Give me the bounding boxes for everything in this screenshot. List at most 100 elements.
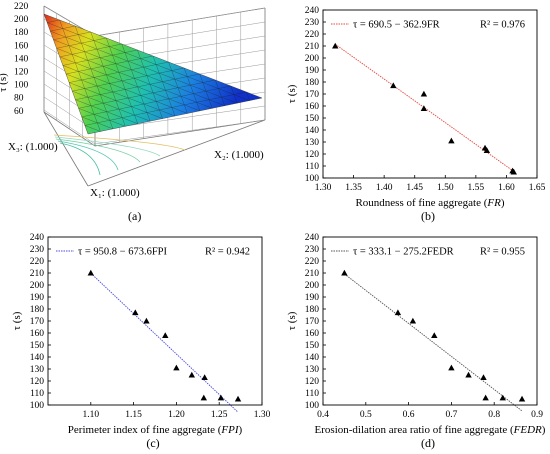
x-tick-label: 0.7: [445, 410, 457, 420]
panel-b-scatter: 100 110 120 130 140 150 160 170 180 190 200 210 220 2…: [275, 0, 550, 227]
data-point: [162, 332, 169, 338]
surface-mesh: [47, 19, 250, 132]
data-point: [234, 395, 242, 402]
y-tick-label: 230: [305, 245, 320, 255]
surface-ylabel: τ (s): [0, 73, 9, 92]
y-tick-label: 130: [305, 138, 320, 148]
x-tick-label: 0.4: [317, 410, 329, 420]
data-point: [420, 90, 428, 97]
surface-z-ticks: 220 200 180 160 140 120 100 80 60: [14, 2, 29, 117]
x-tick-label: 1.55: [468, 183, 485, 193]
y-tick-label: 160: [30, 329, 45, 339]
plot-frame: [47, 236, 263, 406]
y-axis-label: τ (s): [11, 311, 23, 330]
y-tick-label: 170: [30, 317, 45, 327]
z-tick-label: 100: [14, 81, 29, 91]
x-tick-label: 0.5: [360, 410, 372, 420]
y-tick-label: 230: [305, 18, 320, 28]
panel-b-chart-svg: 100 110 120 130 140 150 160 170 180 190 200 210 220 2…: [286, 6, 546, 223]
panel-d-scatter: 100 110 120 130 140 150 160 170 180 190 200 210 220 2…: [275, 227, 550, 454]
x-tick-label: 1.10: [82, 410, 99, 420]
y-tick-label: 180: [305, 78, 320, 88]
panel-caption: (b): [421, 209, 435, 223]
y-tick-label: 110: [305, 162, 319, 172]
data-point: [332, 42, 339, 49]
plot-frame: [322, 236, 538, 406]
y-tick-label: 210: [305, 269, 320, 279]
y-tick-label: 130: [305, 365, 320, 375]
y-axis-label: τ (s): [286, 311, 298, 330]
data-point: [499, 394, 506, 401]
y-tick-label: 130: [30, 365, 45, 375]
x-tick-label: 1.35: [345, 183, 362, 193]
legend-r2: R² = 0.976: [480, 20, 525, 31]
z-tick-label: 180: [14, 28, 29, 38]
z-tick-label: 220: [14, 2, 29, 12]
y-tick-label: 160: [305, 102, 320, 112]
x-tick-label: 1.30: [254, 410, 271, 420]
z-tick-label: 120: [14, 68, 29, 78]
y-tick-label: 220: [30, 257, 45, 267]
surface-plot-svg: 220 200 180 160 140 120 100 80 60 τ (s) X₃: (1.0…: [0, 2, 266, 223]
y-tick-label: 240: [30, 233, 45, 243]
y-tick-label: 150: [305, 341, 320, 351]
x-tick-label: 1.60: [498, 183, 515, 193]
y-tick-label: 170: [305, 317, 320, 327]
data-point: [482, 394, 489, 401]
y-tick-label: 190: [305, 293, 320, 303]
data-point: [431, 332, 438, 338]
z-tick-label: 80: [14, 94, 24, 104]
panel-a-surface-plot: 220 200 180 160 140 120 100 80 60 τ (s) X₃: (1.0…: [0, 0, 275, 227]
legend-r2: R² = 0.942: [205, 247, 250, 258]
panel-d-chart-svg: 100 110 120 130 140 150 160 170 180 190 200 210 220 2…: [286, 233, 546, 450]
y-tick-label: 220: [305, 30, 320, 40]
vertex-label-x2: X₂: (1.000): [214, 149, 264, 161]
y-tick-label: 170: [305, 90, 320, 100]
z-tick-label: 200: [14, 15, 29, 25]
data-point: [420, 105, 428, 111]
y-tick-label: 100: [305, 174, 320, 184]
data-point: [390, 82, 397, 89]
y-tick-label: 180: [30, 305, 45, 315]
y-tick-label: 150: [305, 114, 320, 124]
y-tick-label: 110: [305, 389, 319, 399]
x-tick-label: 1.20: [168, 410, 185, 420]
data-point: [217, 394, 225, 401]
x-tick-label: 1.50: [437, 183, 454, 193]
y-tick-label: 120: [30, 377, 45, 387]
x-tick-label: 0.6: [403, 410, 415, 420]
x-tick-label: 1.15: [125, 410, 142, 420]
data-point: [394, 309, 402, 316]
y-tick-label: 140: [30, 353, 45, 363]
y-tick-label: 120: [305, 150, 320, 160]
data-point: [448, 137, 455, 144]
data-point: [518, 395, 526, 402]
y-tick-label: 240: [305, 233, 320, 243]
y-tick-label: 190: [30, 293, 45, 303]
y-tick-label: 110: [30, 389, 44, 399]
y-tick-label: 200: [30, 281, 45, 291]
panel-c-scatter: 100 110 120 130 140 150 160 170 180 190 200 210 220 2…: [0, 227, 275, 454]
x-tick-label: 0.8: [488, 410, 500, 420]
x-axis-label: Perimeter index of fine aggregate (FPI): [68, 424, 243, 436]
y-tick-label: 240: [305, 6, 320, 16]
x-tick-label: 1.30: [315, 183, 332, 193]
x-axis-label: Roundness of fine aggregate (FR): [355, 197, 504, 209]
y-tick-label: 200: [305, 281, 320, 291]
x-tick-label: 1.40: [376, 183, 393, 193]
data-point: [409, 317, 417, 324]
z-tick-label: 140: [14, 54, 29, 64]
y-tick-label: 140: [305, 126, 320, 136]
x-axis-label: Erosion-dilation area ratio of fine aggr…: [315, 424, 546, 436]
data-point: [480, 374, 487, 380]
legend-equation: τ = 333.1 − 275.2FEDR: [353, 247, 454, 258]
surface-base-contours: [53, 134, 186, 176]
data-point: [510, 168, 517, 175]
data-point: [132, 309, 139, 316]
y-tick-label: 220: [305, 257, 320, 267]
vertex-label-x3: X₃: (1.000): [8, 141, 58, 153]
y-tick-label: 200: [305, 54, 320, 64]
panel-c-chart-svg: 100 110 120 130 140 150 160 170 180 190 200 210 220 2…: [11, 233, 271, 450]
y-tick-label: 120: [305, 377, 320, 387]
y-axis-label: τ (s): [286, 84, 298, 103]
